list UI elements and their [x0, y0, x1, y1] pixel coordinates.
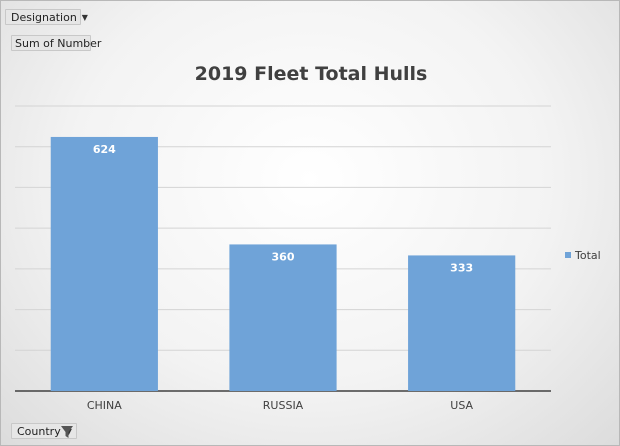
- legend: Total: [565, 249, 601, 262]
- data-label-russia: 360: [272, 250, 295, 263]
- chart-title: 2019 Fleet Total Hulls: [194, 63, 428, 85]
- bar-russia[interactable]: [229, 244, 337, 391]
- legend-label: Total: [575, 249, 601, 262]
- category-label-russia: RUSSIA: [263, 399, 304, 412]
- dropdown-arrow-icon: ▼: [81, 13, 88, 22]
- data-label-usa: 333: [450, 261, 473, 274]
- data-label-china: 624: [93, 143, 116, 156]
- legend-swatch: [565, 252, 571, 258]
- category-label-china: CHINA: [87, 399, 122, 412]
- filter-funnel-icon: [61, 426, 73, 438]
- designation-filter-button[interactable]: Designation ▼: [5, 9, 88, 25]
- sum-of-number-label: Sum of Number: [15, 37, 102, 50]
- country-filter-button[interactable]: Country▼: [11, 423, 77, 439]
- country-label: Country: [17, 425, 61, 438]
- category-label-usa: USA: [450, 399, 473, 412]
- bar-usa[interactable]: [408, 255, 516, 391]
- designation-label: Designation: [11, 11, 77, 24]
- bar-china[interactable]: [50, 136, 158, 391]
- sum-of-number-button[interactable]: Sum of Number: [11, 35, 101, 51]
